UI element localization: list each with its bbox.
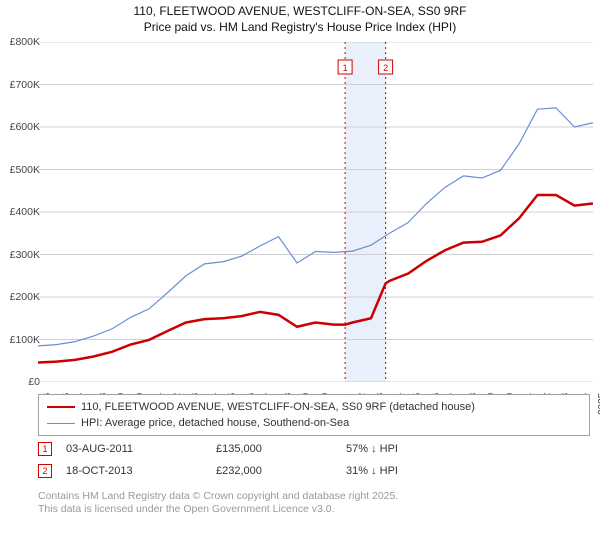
footer-line-1: Contains HM Land Registry data © Crown c… (38, 490, 590, 503)
footer-line-2: This data is licensed under the Open Gov… (38, 503, 590, 516)
transaction-delta: 31% ↓ HPI (346, 465, 476, 477)
legend-item: 110, FLEETWOOD AVENUE, WESTCLIFF-ON-SEA,… (47, 399, 581, 415)
y-axis-tick-label: £600K (0, 121, 40, 133)
chart-plot-area: 12 (38, 42, 593, 382)
legend-label: HPI: Average price, detached house, Sout… (81, 417, 349, 429)
legend-label: 110, FLEETWOOD AVENUE, WESTCLIFF-ON-SEA,… (81, 401, 475, 413)
legend: 110, FLEETWOOD AVENUE, WESTCLIFF-ON-SEA,… (38, 394, 590, 436)
y-axis-tick-label: £400K (0, 206, 40, 218)
transaction-date: 18-OCT-2013 (66, 465, 216, 477)
transaction-date: 03-AUG-2011 (66, 443, 216, 455)
transaction-marker: 2 (38, 464, 52, 478)
y-axis-tick-label: £100K (0, 334, 40, 346)
transaction-marker: 1 (38, 442, 52, 456)
y-axis-tick-label: £700K (0, 79, 40, 91)
transaction-row: 2 18-OCT-2013£232,00031% ↓ HPI (38, 460, 590, 482)
y-axis-tick-label: £800K (0, 36, 40, 48)
legend-item: HPI: Average price, detached house, Sout… (47, 415, 581, 431)
title-line-2: Price paid vs. HM Land Registry's House … (0, 20, 600, 36)
transaction-delta: 57% ↓ HPI (346, 443, 476, 455)
title-line-1: 110, FLEETWOOD AVENUE, WESTCLIFF-ON-SEA,… (0, 4, 600, 20)
chart-title: 110, FLEETWOOD AVENUE, WESTCLIFF-ON-SEA,… (0, 0, 600, 35)
y-axis-tick-label: £0 (0, 376, 40, 388)
transaction-table: 1 03-AUG-2011£135,00057% ↓ HPI 2 18-OCT-201… (38, 438, 590, 482)
transaction-price: £135,000 (216, 443, 346, 455)
svg-text:2: 2 (383, 63, 388, 73)
y-axis-tick-label: £500K (0, 164, 40, 176)
y-axis-tick-label: £200K (0, 291, 40, 303)
svg-text:1: 1 (343, 63, 348, 73)
transaction-row: 1 03-AUG-2011£135,00057% ↓ HPI (38, 438, 590, 460)
legend-swatch (47, 423, 75, 424)
footer-attribution: Contains HM Land Registry data © Crown c… (38, 490, 590, 516)
transaction-price: £232,000 (216, 465, 346, 477)
legend-swatch (47, 406, 75, 408)
y-axis-tick-label: £300K (0, 249, 40, 261)
